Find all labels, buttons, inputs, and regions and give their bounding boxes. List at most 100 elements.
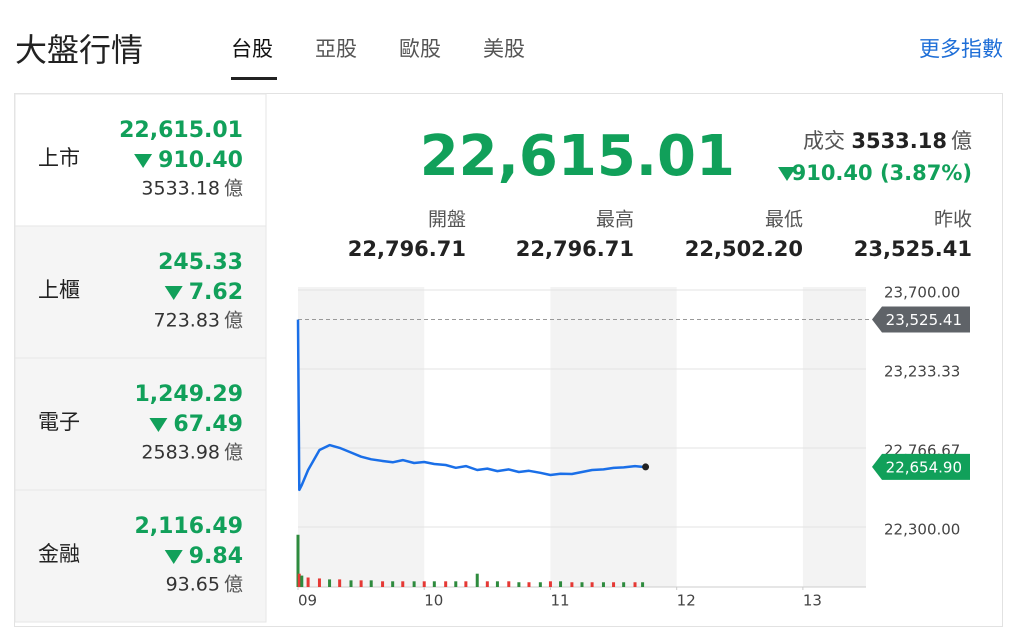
index-value: 245.33 <box>158 250 243 275</box>
index-row[interactable] <box>14 225 267 359</box>
y-tick-label: 23,700.00 <box>884 284 960 302</box>
stat-label: 昨收 <box>934 209 972 231</box>
volume-bar <box>559 581 563 587</box>
index-value: 2,116.49 <box>134 514 243 539</box>
x-tick-label: 11 <box>550 592 569 610</box>
price-tag <box>872 306 970 333</box>
volume-bar <box>306 577 310 587</box>
price-line <box>296 319 643 492</box>
volume-bar <box>369 580 373 587</box>
index-volume-unit: 億 <box>224 310 243 332</box>
y-tick-label: 23,233.33 <box>884 363 960 381</box>
down-icon <box>778 167 796 181</box>
index-name: 金融 <box>38 542 80 566</box>
price-tag <box>872 453 970 480</box>
volume-bar <box>338 579 342 587</box>
volume-bar <box>475 573 479 587</box>
index-name: 上市 <box>38 146 80 170</box>
volume-bar <box>391 581 395 587</box>
volume-bar <box>401 581 405 587</box>
index-change: 7.62 <box>189 280 243 305</box>
index-row[interactable] <box>14 357 267 491</box>
volume-bar <box>317 578 321 587</box>
hour-band <box>298 287 425 587</box>
volume-bar <box>633 582 637 587</box>
volume-bar <box>580 582 584 587</box>
index-volume-unit: 億 <box>224 178 243 200</box>
hour-band <box>802 287 866 587</box>
index-name: 上櫃 <box>38 278 80 302</box>
volume-bar <box>328 579 332 587</box>
index-value: 22,615.01 <box>119 118 243 143</box>
index-name: 電子 <box>38 410 80 434</box>
volume-unit: 億 <box>951 129 972 153</box>
index-volume-unit: 億 <box>224 574 243 596</box>
y-tick-label: 22,300.00 <box>884 521 960 539</box>
tab-underline <box>231 77 277 80</box>
volume-bar <box>297 573 301 587</box>
volume-bar <box>349 580 353 587</box>
x-tick-label: 09 <box>298 592 317 610</box>
volume-bar <box>601 582 605 587</box>
tab[interactable]: 亞股 <box>315 37 357 61</box>
index-volume: 93.65 <box>166 574 220 596</box>
down-icon <box>134 154 153 168</box>
volume-bar <box>590 582 594 587</box>
volume-label: 成交 <box>803 129 845 153</box>
price-tag-label: 23,525.41 <box>886 311 962 329</box>
index-change: 9.84 <box>189 544 243 569</box>
volume-bar <box>517 582 521 587</box>
volume-bar <box>296 534 300 587</box>
title: 大盤行情 <box>15 31 143 69</box>
volume-bar <box>548 581 552 587</box>
stat-label: 最高 <box>596 209 634 231</box>
volume-value: 3533.18 <box>851 129 947 153</box>
volume-bar <box>432 581 436 587</box>
stat-value: 22,502.20 <box>685 237 803 261</box>
stat-label: 開盤 <box>428 209 466 231</box>
volume-bar <box>570 582 574 587</box>
down-icon <box>149 418 168 432</box>
index-volume: 2583.98 <box>141 442 220 464</box>
volume-bar <box>422 581 426 587</box>
volume-bar <box>612 582 616 587</box>
volume-bar <box>381 581 385 587</box>
main-change: 910.40 (3.87%) <box>792 161 972 185</box>
volume-bar <box>300 575 304 587</box>
index-change: 67.49 <box>173 412 243 437</box>
hour-band <box>550 287 677 587</box>
volume-bar <box>527 582 531 587</box>
volume-bar <box>485 581 489 587</box>
volume-bar <box>412 581 416 587</box>
price-tag-label: 22,654.90 <box>886 458 962 476</box>
index-volume: 723.83 <box>154 310 220 332</box>
index-volume: 3533.18 <box>141 178 220 200</box>
last-point <box>642 463 650 471</box>
volume-bar <box>495 581 499 587</box>
volume-bar <box>622 582 626 587</box>
volume-bar <box>359 580 363 587</box>
index-row[interactable] <box>14 489 267 623</box>
more-link[interactable]: 更多指數 <box>919 37 1003 61</box>
x-tick-label: 13 <box>803 592 822 610</box>
index-change: 910.40 <box>158 148 243 173</box>
stat-value: 22,796.71 <box>516 237 634 261</box>
index-volume-unit: 億 <box>224 442 243 464</box>
x-tick-label: 12 <box>677 592 696 610</box>
tab[interactable]: 台股 <box>231 37 273 61</box>
tab[interactable]: 美股 <box>483 37 525 61</box>
volume-bar <box>444 581 448 587</box>
index-value: 1,249.29 <box>134 382 243 407</box>
stat-label: 最低 <box>765 209 803 231</box>
stat-value: 22,796.71 <box>348 237 466 261</box>
volume-bar <box>507 581 511 587</box>
down-icon <box>164 550 183 564</box>
volume-bar <box>641 582 645 587</box>
x-tick-label: 10 <box>424 592 443 610</box>
stat-value: 23,525.41 <box>854 237 972 261</box>
volume-bar <box>464 581 468 587</box>
volume-bar <box>454 581 458 587</box>
tab[interactable]: 歐股 <box>399 37 441 61</box>
